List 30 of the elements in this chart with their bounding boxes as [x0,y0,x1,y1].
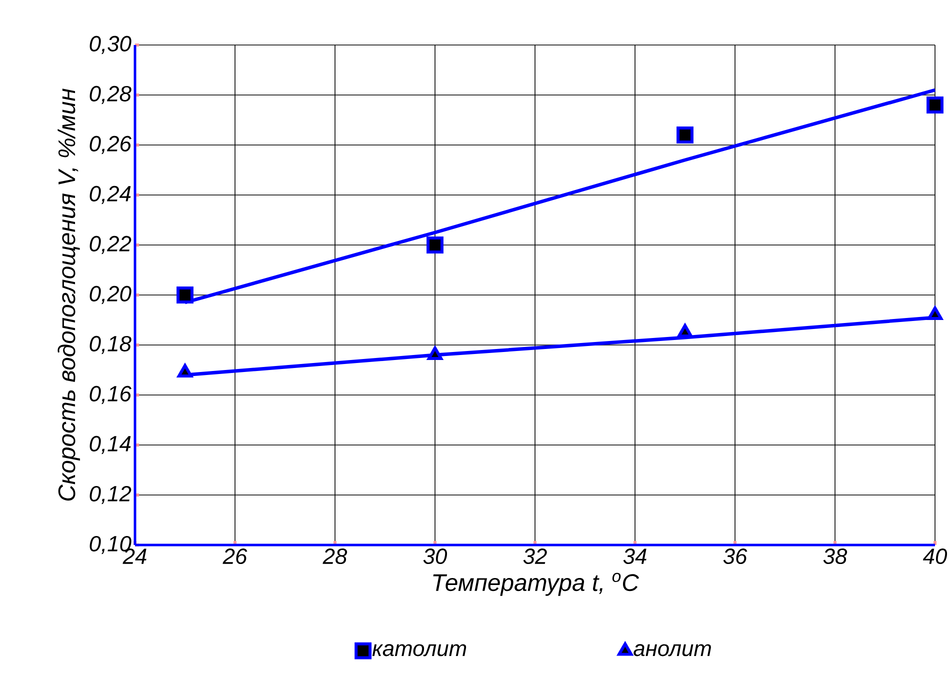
legend-label: католит [372,644,466,656]
legend-label: анолит [634,644,711,656]
point [177,364,193,378]
x-tick-label: 30 [423,548,448,564]
y-tick-label: 0,14 [90,436,131,454]
y-tick-label: 0,30 [90,36,132,54]
x-tick-label: 40 [922,548,948,564]
y-tick-label: 0,26 [90,136,132,154]
point [926,96,944,114]
y-tick-label: 0,22 [90,236,132,254]
y-tick-label: 0,18 [90,336,132,354]
y-axis-title: Скорость водопоглощения V, %/мин [58,88,80,501]
x-tick-label: 34 [623,548,646,564]
point [426,236,444,254]
point [176,286,194,304]
x-tick-label: 32 [523,548,547,564]
y-tick-label: 0,28 [90,86,132,104]
x-tick-label: 26 [222,548,248,564]
point [927,306,943,320]
y-tick-label: 0,20 [90,286,132,304]
y-tick-label: 0,12 [90,486,132,504]
y-tick-label: 0,16 [90,386,132,404]
point [427,346,443,360]
x-tick-label: 28 [322,548,348,564]
point [677,324,693,338]
x-tick-label: 38 [823,548,848,564]
x-axis-title: Температура t, $^{o}$C [433,572,640,596]
y-tick-label: 0,24 [90,186,131,204]
x-tick-label: 36 [723,548,748,564]
point [676,126,694,144]
